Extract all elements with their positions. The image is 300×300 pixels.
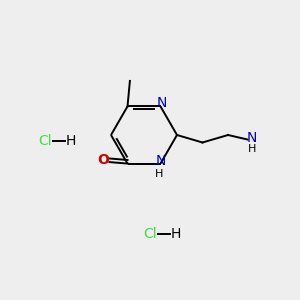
Text: N: N: [247, 131, 257, 145]
Text: Cl: Cl: [38, 134, 52, 148]
Text: O: O: [98, 153, 110, 167]
Text: N: N: [157, 96, 167, 110]
Text: H: H: [65, 134, 76, 148]
Text: H: H: [155, 169, 163, 179]
Text: H: H: [170, 227, 181, 241]
Text: Cl: Cl: [143, 227, 157, 241]
Text: H: H: [248, 144, 256, 154]
Text: N: N: [155, 154, 166, 168]
